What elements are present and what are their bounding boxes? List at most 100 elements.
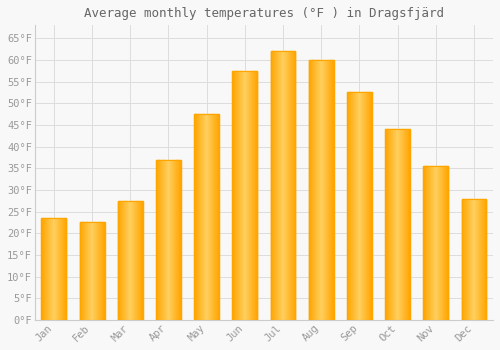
Bar (45, 218, 46, 320)
Bar (358, 92, 359, 320)
Bar (251, 71, 252, 320)
Bar (65, 218, 66, 320)
Bar (210, 114, 211, 320)
Bar (177, 160, 178, 320)
Bar (278, 51, 280, 320)
Bar (428, 166, 429, 320)
Bar (481, 198, 482, 320)
Bar (359, 92, 360, 320)
Bar (363, 92, 364, 320)
Bar (312, 60, 313, 320)
Bar (356, 92, 357, 320)
Bar (274, 51, 275, 320)
Bar (309, 60, 334, 320)
Bar (408, 129, 409, 320)
Bar (248, 71, 249, 320)
Bar (82, 223, 83, 320)
Bar (91, 223, 92, 320)
Bar (84, 223, 86, 320)
Bar (316, 60, 317, 320)
Bar (431, 166, 432, 320)
Bar (329, 60, 330, 320)
Bar (50, 218, 51, 320)
Bar (233, 71, 234, 320)
Bar (291, 51, 292, 320)
Bar (49, 218, 50, 320)
Bar (130, 201, 131, 320)
Bar (462, 198, 463, 320)
Bar (432, 166, 434, 320)
Bar (80, 223, 104, 320)
Bar (408, 129, 410, 320)
Bar (119, 201, 120, 320)
Bar (211, 114, 212, 320)
Bar (425, 166, 426, 320)
Bar (160, 160, 161, 320)
Bar (317, 60, 318, 320)
Bar (132, 201, 134, 320)
Bar (400, 129, 402, 320)
Bar (424, 166, 448, 320)
Bar (131, 201, 132, 320)
Bar (236, 71, 238, 320)
Bar (253, 71, 254, 320)
Bar (207, 114, 208, 320)
Bar (348, 92, 349, 320)
Bar (241, 71, 242, 320)
Bar (387, 129, 388, 320)
Bar (368, 92, 369, 320)
Bar (169, 160, 170, 320)
Bar (242, 71, 243, 320)
Bar (167, 160, 168, 320)
Bar (424, 166, 426, 320)
Bar (371, 92, 372, 320)
Bar (195, 114, 196, 320)
Bar (48, 218, 49, 320)
Bar (176, 160, 177, 320)
Bar (216, 114, 217, 320)
Bar (59, 218, 60, 320)
Bar (136, 201, 137, 320)
Bar (163, 160, 164, 320)
Bar (157, 160, 158, 320)
Bar (470, 198, 471, 320)
Bar (92, 223, 94, 320)
Bar (172, 160, 173, 320)
Bar (325, 60, 326, 320)
Bar (99, 223, 100, 320)
Bar (196, 114, 198, 320)
Bar (393, 129, 394, 320)
Bar (284, 51, 285, 320)
Bar (194, 114, 219, 320)
Bar (386, 129, 387, 320)
Bar (214, 114, 216, 320)
Bar (218, 114, 219, 320)
Bar (443, 166, 444, 320)
Bar (232, 71, 233, 320)
Bar (471, 198, 472, 320)
Bar (166, 160, 167, 320)
Bar (270, 51, 295, 320)
Bar (282, 51, 283, 320)
Bar (100, 223, 102, 320)
Bar (403, 129, 404, 320)
Bar (281, 51, 282, 320)
Bar (286, 51, 287, 320)
Bar (98, 223, 99, 320)
Bar (208, 114, 209, 320)
Bar (168, 160, 169, 320)
Bar (256, 71, 258, 320)
Bar (137, 201, 138, 320)
Bar (97, 223, 98, 320)
Bar (198, 114, 199, 320)
Bar (285, 51, 286, 320)
Bar (162, 160, 163, 320)
Bar (213, 114, 214, 320)
Bar (398, 129, 399, 320)
Bar (201, 114, 202, 320)
Bar (406, 129, 407, 320)
Bar (328, 60, 330, 320)
Bar (442, 166, 444, 320)
Bar (322, 60, 323, 320)
Bar (94, 223, 95, 320)
